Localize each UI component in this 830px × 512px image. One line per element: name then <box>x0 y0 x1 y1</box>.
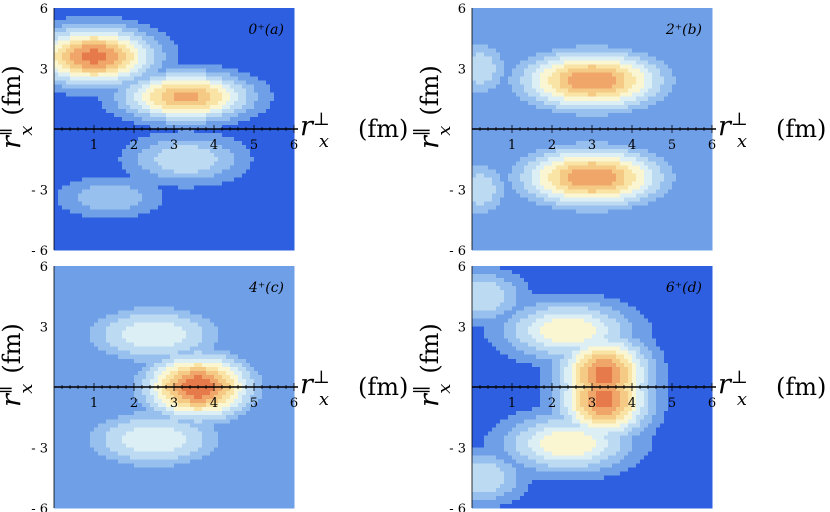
x-tick-label: 1 <box>508 396 516 411</box>
panel-4: 1 2 3 4 5 6 6 3 - 3 - 6 6⁺(d) r⊥ x (fm) r∥x(fm) <box>412 260 826 512</box>
panel-label: 4⁺(c) <box>248 280 284 296</box>
x-tick-label: 6 <box>290 396 298 411</box>
y-tick-label: 3 <box>458 63 466 78</box>
y-axis-label: r∥x(fm) <box>0 65 37 149</box>
x-tick-label: 1 <box>508 138 516 153</box>
y-tick-label: 6 <box>458 260 466 275</box>
panel-2: 1 2 3 4 5 6 6 3 - 3 - 6 2⁺(b) r⊥ x (fm) r∥x(fm) <box>412 2 826 259</box>
x-tick-label: 4 <box>210 138 218 153</box>
x-axis-unit: (fm) <box>358 373 408 401</box>
density-field <box>472 8 713 251</box>
x-tick-label: 2 <box>130 396 138 411</box>
panel-label: 2⁺(b) <box>665 22 702 38</box>
x-tick-label: 6 <box>708 138 716 153</box>
y-tick-label: 3 <box>458 321 466 336</box>
x-axis-label: r⊥ x <box>300 367 330 410</box>
x-axis-unit: (fm) <box>776 373 826 401</box>
density-field <box>472 266 713 509</box>
x-tick-label: 1 <box>90 396 98 411</box>
y-tick-label: - 6 <box>449 244 466 259</box>
y-tick-label: 3 <box>40 63 48 78</box>
panel-label: 6⁺(d) <box>666 280 702 296</box>
x-tick-label: 3 <box>170 396 178 411</box>
panel-1: 1 2 3 4 5 6 6 3 - 3 - 6 0⁺(a) r⊥x (fm) r∥x(fm) <box>0 2 408 259</box>
x-axis-label: r⊥ x <box>718 109 748 152</box>
y-axis-label: r∥x(fm) <box>412 323 455 407</box>
x-axis-label: r⊥ x <box>718 367 748 410</box>
density-field <box>54 266 295 509</box>
x-tick-label: 5 <box>250 138 258 153</box>
density-field <box>54 8 295 251</box>
y-axis-label: r∥x(fm) <box>0 323 37 407</box>
y-tick-label: - 3 <box>31 442 48 457</box>
y-tick-label: - 3 <box>449 442 466 457</box>
y-tick-label: - 6 <box>31 502 48 512</box>
y-tick-label: 6 <box>458 2 466 17</box>
y-tick-label: - 6 <box>31 244 48 259</box>
x-axis-unit: (fm) <box>776 115 826 143</box>
x-tick-label: 1 <box>90 138 98 153</box>
y-axis-label: r∥x(fm) <box>412 65 455 149</box>
y-tick-label: 6 <box>40 2 48 17</box>
panel-3: 1 2 3 4 5 6 6 3 - 3 - 6 4⁺(c) r⊥x (fm) r∥x(fm) <box>0 260 408 512</box>
y-tick-label: - 3 <box>31 184 48 199</box>
x-axis-label: r⊥ x <box>300 109 330 152</box>
x-tick-label: 2 <box>130 138 138 153</box>
x-tick-label: 4 <box>210 396 218 411</box>
y-tick-label: 6 <box>40 260 48 275</box>
x-tick-label: 3 <box>588 396 596 411</box>
x-tick-label: 3 <box>588 138 596 153</box>
x-tick-label: 5 <box>668 396 676 411</box>
x-tick-label: 3 <box>170 138 178 153</box>
y-tick-label: - 3 <box>449 184 466 199</box>
x-tick-label: 6 <box>708 396 716 411</box>
panel-label: 0⁺(a) <box>248 22 284 38</box>
x-tick-label: 4 <box>628 396 636 411</box>
y-tick-label: - 6 <box>449 502 466 512</box>
x-tick-label: 6 <box>290 138 298 153</box>
y-tick-label: 3 <box>40 321 48 336</box>
x-tick-label: 2 <box>548 396 556 411</box>
x-tick-label: 4 <box>628 138 636 153</box>
x-tick-label: 5 <box>250 396 258 411</box>
x-axis-unit: (fm) <box>358 115 408 143</box>
x-tick-label: 5 <box>668 138 676 153</box>
x-tick-label: 2 <box>548 138 556 153</box>
